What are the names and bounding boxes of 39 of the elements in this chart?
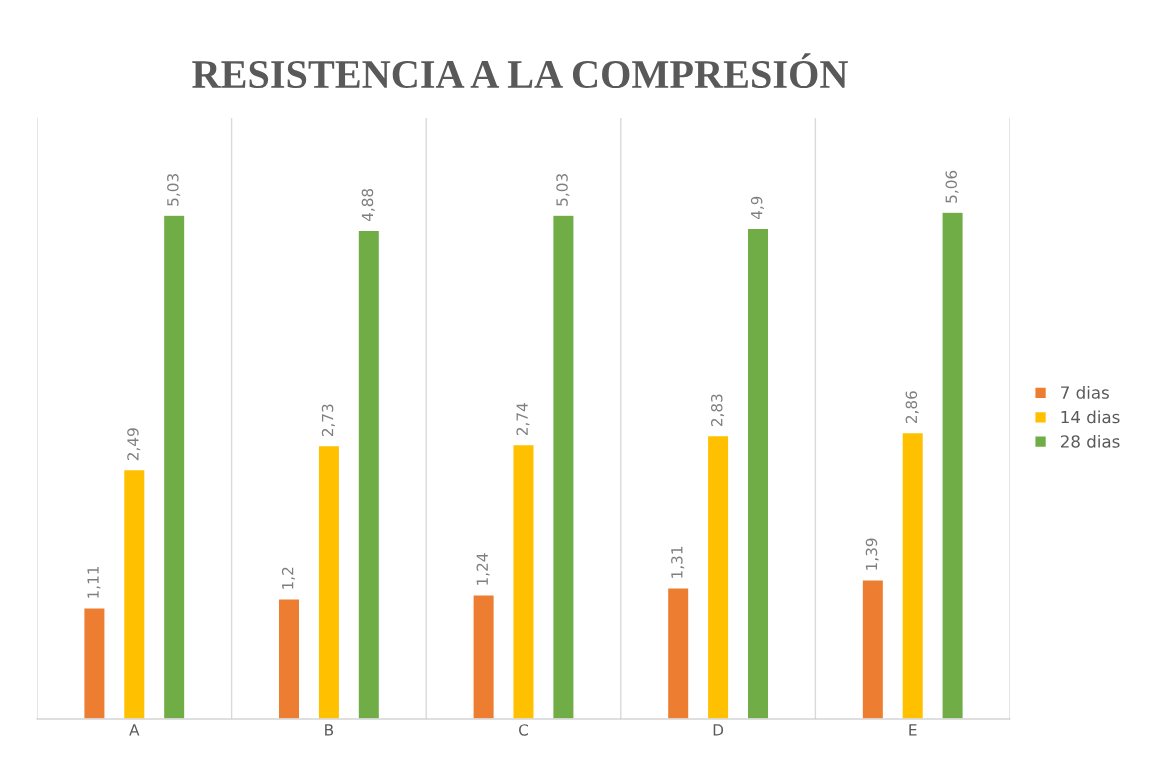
- legend-label: 28 dias: [1060, 434, 1120, 448]
- data-label: 5,03: [167, 174, 181, 206]
- bar: [122, 468, 146, 719]
- data-label: 1,24: [476, 553, 490, 585]
- x-tick-label: D: [713, 724, 724, 736]
- data-label: 1,11: [87, 566, 101, 598]
- bar: [357, 229, 381, 719]
- bar: [861, 579, 885, 719]
- x-tick-label: C: [519, 724, 529, 736]
- legend-label: 14 dias: [1061, 410, 1120, 424]
- data-label: 1,2: [281, 567, 295, 589]
- bar: [317, 444, 341, 719]
- data-label: 5,03: [556, 174, 570, 206]
- x-tick-label: E: [909, 724, 917, 736]
- data-label: 4,88: [361, 188, 375, 222]
- data-label: 1,31: [671, 546, 685, 578]
- bar: [901, 431, 925, 719]
- bar: [706, 434, 730, 719]
- x-tick-label: B: [325, 724, 334, 736]
- bar: [746, 227, 770, 719]
- data-label: 2,73: [321, 404, 335, 437]
- bar: [162, 214, 186, 719]
- bar: [512, 443, 535, 719]
- data-label: 2,83: [710, 394, 725, 427]
- data-label: 4,9: [750, 196, 764, 220]
- data-label: 2,86: [905, 391, 919, 424]
- bar: [941, 211, 964, 719]
- bar: [666, 587, 690, 719]
- bar: [277, 598, 301, 719]
- legend-label: 7 dias: [1061, 385, 1109, 399]
- data-label: 2,74: [516, 403, 530, 436]
- data-label: 2,49: [127, 428, 141, 461]
- data-label: 5,06: [945, 170, 959, 203]
- x-tick-label: A: [129, 724, 140, 736]
- bar: [83, 607, 106, 719]
- data-label: 1,39: [865, 538, 879, 570]
- bar: [472, 594, 496, 719]
- chart-title: RESISTENCIA A LA COMPRESIÓN: [192, 53, 848, 89]
- bar: [551, 214, 575, 719]
